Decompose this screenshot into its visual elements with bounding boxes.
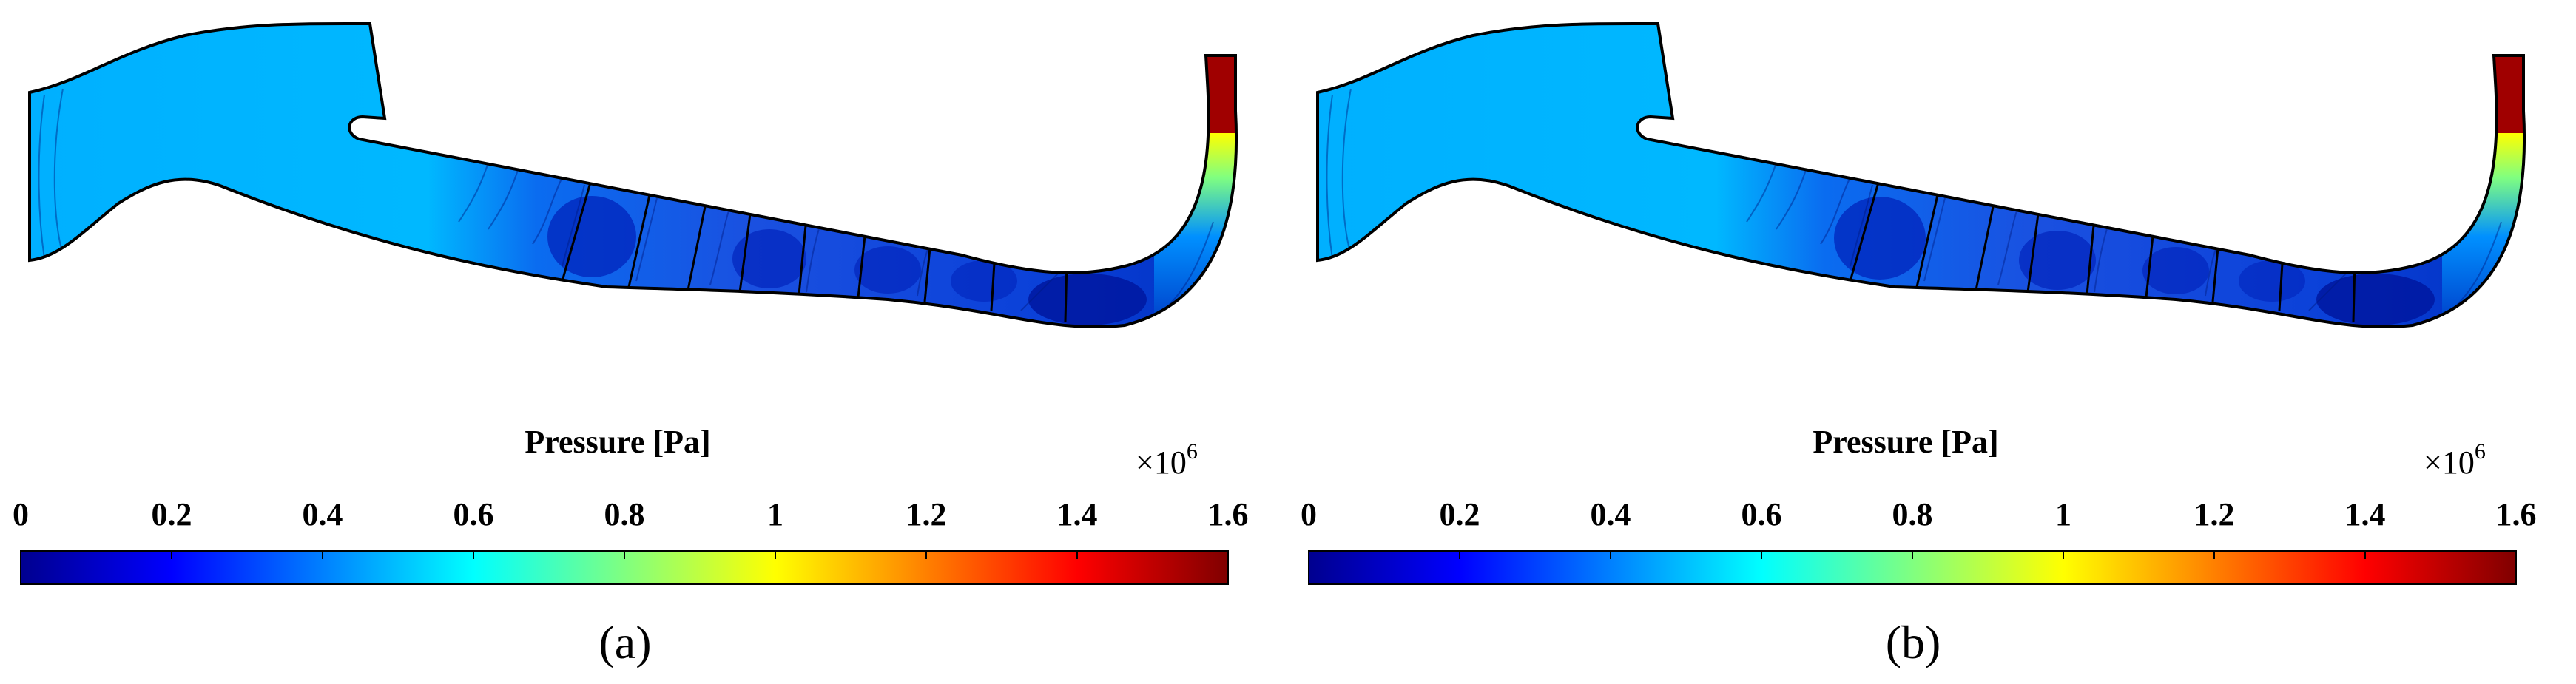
- low-pressure-zone: [547, 196, 636, 277]
- colorbar-tick-marks: [171, 551, 1078, 559]
- pump-geometry: [1316, 21, 2526, 328]
- subfigure-label: (a): [599, 616, 651, 668]
- colorbar-tick-label: 1.6: [2496, 496, 2537, 532]
- outlet-pressure-rise: [1154, 44, 1237, 327]
- colorbar-tick-labels: 0 0.2 0.4 0.6 0.8 1 1.2 1.4 1.6: [13, 496, 1249, 532]
- colorbar-tick-label: 1: [767, 496, 783, 532]
- colorbar-multiplier: ×106: [1136, 439, 1198, 481]
- colorbar-tick-label: 0.6: [1742, 496, 1782, 532]
- colorbar-tick-label: 1.4: [1057, 496, 1098, 532]
- colorbar-tick-label: 1.2: [906, 496, 947, 532]
- outlet-pressure-rise: [2442, 44, 2525, 327]
- colorbar-tick-label: 0.6: [454, 496, 494, 532]
- domain-outline: [1316, 21, 2526, 328]
- subfigure-label: (b): [1886, 616, 1941, 668]
- low-pressure-zone: [951, 260, 1017, 302]
- panel-b: Pressure [Pa] ×106 0 0.2 0.4 0.6 0.8 1 1…: [1288, 0, 2576, 684]
- low-pressure-zone: [2316, 274, 2435, 325]
- colorbar-tick-label: 1: [2055, 496, 2071, 532]
- colorbar-title: Pressure [Pa]: [1813, 424, 1998, 460]
- colorbar-title: Pressure [Pa]: [525, 424, 710, 460]
- colorbar-tick-label: 0: [1301, 496, 1317, 532]
- colorbar-tick-label: 0: [13, 496, 29, 532]
- colorbar-tick-label: 1.6: [1208, 496, 1249, 532]
- low-pressure-zone: [1834, 197, 1926, 280]
- blade-lines: [561, 177, 1068, 322]
- colorbar: Pressure [Pa] ×106 0 0.2 0.4 0.6 0.8 1 1…: [13, 424, 1249, 585]
- colorbar-tick-labels: 0 0.2 0.4 0.6 0.8 1 1.2 1.4 1.6: [1301, 496, 2537, 532]
- colorbar-tick-label: 0.2: [152, 496, 192, 532]
- low-pressure-zone: [2142, 247, 2209, 294]
- colorbar-tick-label: 1.2: [2194, 496, 2235, 532]
- colorbar-tick-label: 0.8: [1892, 496, 1933, 532]
- low-pressure-zone: [2019, 231, 2096, 290]
- colorbar-tick-label: 0.2: [1440, 496, 1480, 532]
- colorbar-tick-marks: [1459, 551, 2366, 559]
- pump-geometry: [28, 21, 1238, 328]
- outlet-high-pressure: [2495, 44, 2525, 133]
- colorbar-tick-label: 1.4: [2345, 496, 2386, 532]
- domain-outline: [28, 21, 1238, 328]
- colorbar-tick-label: 0.4: [1591, 496, 1631, 532]
- colorbar-tick-label: 0.8: [604, 496, 645, 532]
- colorbar-tick-label: 0.4: [303, 496, 343, 532]
- contour-lines: [1326, 88, 2502, 319]
- colorbar-multiplier: ×106: [2424, 439, 2486, 481]
- low-pressure-zone: [854, 246, 921, 294]
- panel-a: Pressure [Pa] ×106 0 0.2 0.4 0.6 0.8 1 1…: [13, 21, 1249, 668]
- low-pressure-zone: [1028, 274, 1147, 325]
- outlet-high-pressure: [1207, 44, 1237, 133]
- pressure-contour-figure-b: Pressure [Pa] ×106 0 0.2 0.4 0.6 0.8 1 1…: [1301, 21, 2537, 668]
- low-pressure-zone: [732, 229, 806, 288]
- low-pressure-zone: [2239, 260, 2305, 302]
- pressure-contour-figure-a: Pressure [Pa] ×106 0 0.2 0.4 0.6 0.8 1 1…: [13, 21, 1249, 668]
- colorbar: Pressure [Pa] ×106 0 0.2 0.4 0.6 0.8 1 1…: [1301, 424, 2537, 585]
